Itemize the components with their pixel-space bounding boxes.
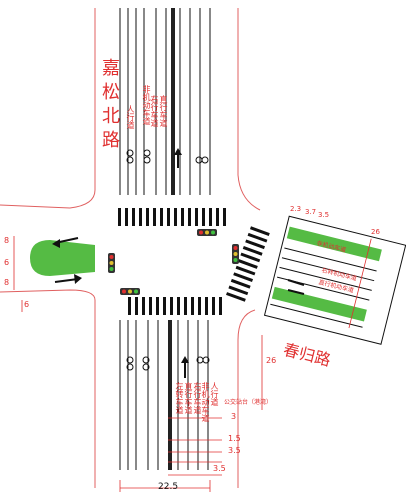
bus-stop-label: 公交站台（港湾） — [224, 399, 273, 406]
north-lane-label-2: 右行车道 — [150, 95, 159, 127]
north-crosswalk — [118, 208, 226, 226]
north-lane-label-3: 直行车道 — [159, 95, 168, 127]
dimension-lines — [13, 236, 263, 492]
south-lane-label-2: 右行车道 — [193, 382, 202, 414]
east-crosswalk — [226, 226, 270, 302]
west-median — [30, 240, 95, 276]
dim-south-0: 3 — [231, 412, 237, 421]
north-lane-label-0: 人行道 — [126, 105, 135, 129]
dim-south-2: 3.5 — [228, 446, 241, 455]
dim-west-1: 6 — [4, 258, 10, 267]
dim-east-top-1: 3.7 — [305, 208, 317, 216]
dim-south-4: 22.5 — [158, 482, 179, 492]
traffic-light-east — [232, 244, 239, 264]
south-lane-label-4: 人行道 — [210, 382, 219, 406]
traffic-light-west — [108, 253, 115, 273]
south-lane-label-0: 左转车道 — [175, 382, 184, 414]
south-lane-label-3: 非机动车道 — [201, 382, 210, 422]
arrows — [52, 148, 305, 378]
north-lane-label-1: 非机动车道 — [142, 85, 151, 125]
north-lanes — [119, 8, 211, 195]
dim-south-1: 1.5 — [228, 434, 241, 443]
south-crosswalk — [128, 297, 222, 315]
south-lanes — [119, 320, 209, 470]
dim-east-total: 26 — [371, 228, 380, 236]
dim-east-top-0: 2.3 — [290, 205, 302, 213]
road-name-north: 嘉松北路 — [99, 58, 120, 154]
dim-west-0: 8 — [4, 236, 10, 245]
bicycle-icons — [126, 149, 210, 371]
road-edges — [0, 8, 261, 488]
dim-east-side: 26 — [266, 356, 277, 365]
dim-west-small: 6 — [24, 300, 30, 309]
traffic-light-north — [197, 229, 217, 236]
traffic-light-south — [120, 288, 140, 295]
south-lane-label-1: 直行车道 — [184, 382, 193, 414]
dim-south-3: 3.5 — [213, 464, 226, 473]
dim-east-top-2: 3.5 — [318, 211, 330, 219]
east-road — [263, 215, 406, 345]
dim-west-2: 8 — [4, 278, 10, 287]
